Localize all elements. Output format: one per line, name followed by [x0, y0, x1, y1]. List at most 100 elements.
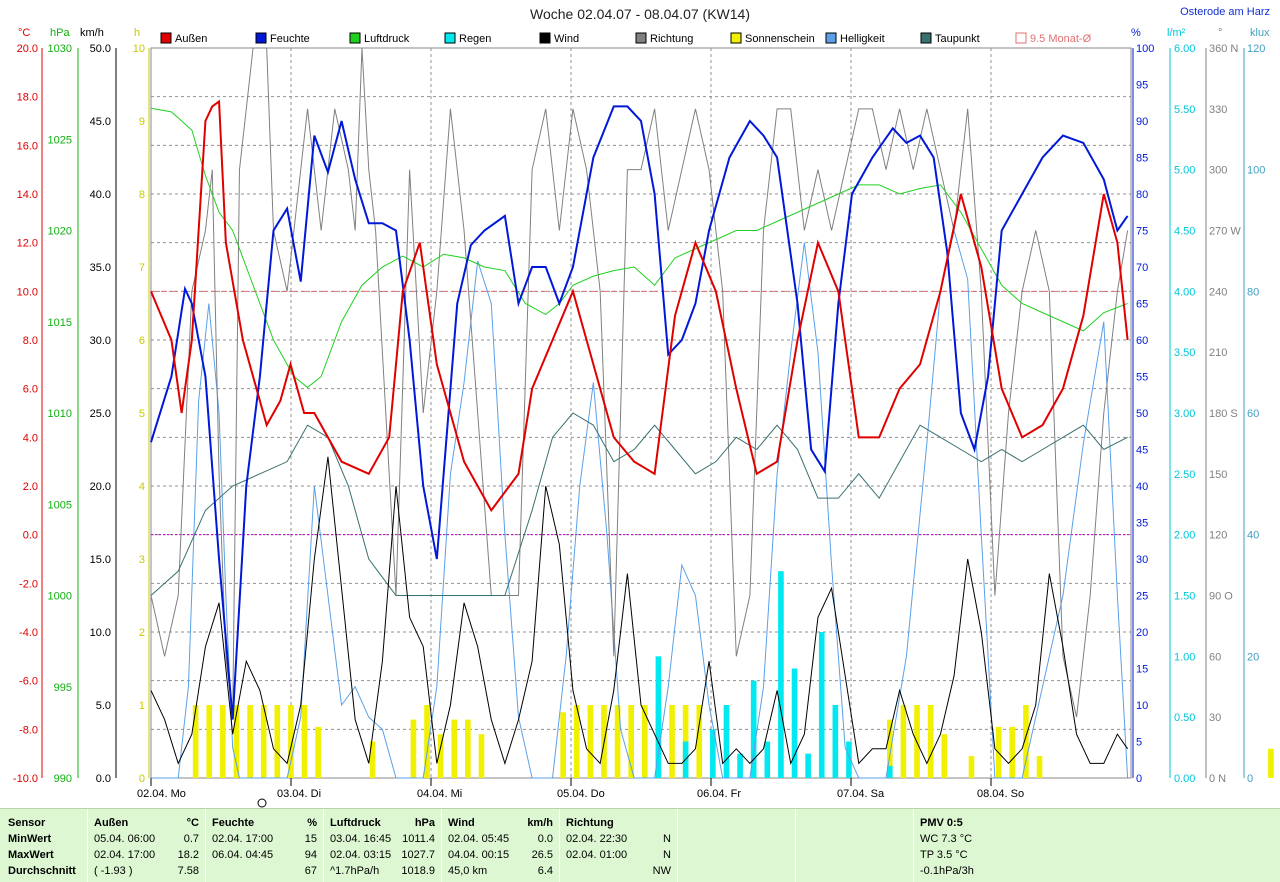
statistics-footer: Sensor MinWert MaxWert Durchschnitt Auße… [0, 808, 1280, 882]
wind-tick-label: 30.0 [90, 335, 111, 347]
sunshine-bar [696, 705, 703, 778]
direction-unit: ° [1218, 27, 1222, 39]
aussen-avg-note: ( -1.93 ) [94, 865, 133, 877]
stats-pmv: PMV 0:5 WC 7.3 °C TP 3.5 °C -0.1hPa/3h [914, 809, 1280, 882]
sun-tick-label: 1 [139, 700, 145, 712]
legend-label: Feuchte [270, 33, 310, 45]
pressure-tick-label: 1010 [48, 408, 72, 420]
sunshine-bar [206, 705, 213, 778]
series-line-taupunkt [150, 412, 1128, 596]
sunshine-bar [451, 719, 458, 778]
wind-max-value: 26.5 [531, 849, 553, 861]
sunshine-bar [315, 726, 321, 778]
rain-tick-label: 5.50 [1174, 104, 1195, 116]
wind-min-time: 02.04. 05:45 [448, 833, 510, 845]
direction-tick-label: 30 [1209, 712, 1221, 724]
sunshine-bar [274, 705, 281, 778]
sun-tick-label: 4 [139, 481, 145, 493]
luftdruck-max-value: 1027.7 [401, 849, 435, 861]
pmv-dewpoint: TP 3.5 °C [920, 849, 968, 861]
legend-label: Sonnenschein [745, 33, 815, 45]
temp-tick-label: 4.0 [23, 432, 38, 444]
pressure-tick-label: 1020 [48, 226, 72, 238]
sunshine-bar [465, 719, 471, 778]
sunshine-bar [260, 705, 267, 778]
feuchte-avg-value: 67 [304, 865, 317, 877]
sunshine-bar [410, 719, 417, 778]
rain-tick-label: 1.50 [1174, 591, 1195, 603]
wind-tick-label: 40.0 [90, 189, 111, 201]
wind-tick-label: 0.0 [96, 773, 111, 785]
series-line-richtung [150, 47, 1129, 718]
legend-swatch [349, 32, 361, 44]
temp-tick-label: 14.0 [17, 189, 38, 201]
aussen-max-time: 02.04. 17:00 [94, 849, 156, 861]
temp-tick-label: -8.0 [19, 724, 38, 736]
wind-unit: km/h [80, 27, 104, 39]
scroll-marker-icon[interactable] [257, 798, 267, 808]
aussen-avg-value: 7.58 [177, 865, 199, 877]
feuchte-unit: % [307, 817, 317, 829]
sunshine-bar [941, 734, 948, 778]
day-label: 08.04. So [977, 788, 1024, 800]
lux-unit: klux [1250, 27, 1270, 39]
legend-label: Außen [175, 33, 207, 45]
humidity-tick-label: 0 [1136, 773, 1142, 785]
humidity-tick-label: 65 [1136, 299, 1148, 311]
sunshine-bar [192, 705, 199, 778]
rain-tick-label: 4.00 [1174, 286, 1195, 298]
sunshine-bar [628, 705, 635, 778]
humidity-tick-label: 70 [1136, 262, 1148, 274]
sensor-header: Sensor [8, 817, 46, 829]
aussen-max-value: 18.2 [177, 849, 199, 861]
lux-tick-label: 60 [1247, 408, 1259, 420]
feuchte-min-time: 02.04. 17:00 [212, 833, 274, 845]
humidity-tick-label: 45 [1136, 445, 1148, 457]
temp-tick-label: 0.0 [23, 530, 38, 542]
stats-luftdruck: Luftdruck hPa 03.04. 16:45 1011.4 02.04. 0… [324, 809, 442, 882]
rain-bar [723, 705, 730, 778]
pressure-tick-label: 1030 [48, 43, 72, 55]
sunshine-bar [642, 705, 648, 778]
lux-tick-label: 100 [1247, 165, 1265, 177]
rain-bar [791, 668, 798, 778]
luftdruck-header: Luftdruck [330, 817, 381, 829]
humidity-tick-label: 30 [1136, 554, 1148, 566]
day-label: 06.04. Fr [697, 788, 741, 800]
sunshine-bar [587, 705, 594, 778]
rain-tick-label: 0.50 [1174, 712, 1195, 724]
stats-empty-2 [796, 809, 914, 882]
humidity-tick-label: 50 [1136, 408, 1148, 420]
legend-label: Taupunkt [935, 33, 980, 45]
wind-tick-label: 35.0 [90, 262, 111, 274]
richtung-avg-value: NW [652, 865, 671, 877]
row-min-label: MinWert [8, 833, 52, 845]
direction-tick-label: 330 [1209, 104, 1227, 116]
series-line-wind [150, 456, 1129, 766]
rain-bar [887, 765, 893, 778]
direction-tick-label: 270 W [1209, 226, 1241, 238]
aussen-min-value: 0.7 [183, 833, 199, 845]
luftdruck-min-time: 03.04. 16:45 [330, 833, 392, 845]
rain-tick-label: 2.50 [1174, 469, 1195, 481]
direction-tick-label: 60 [1209, 651, 1221, 663]
humidity-tick-label: 25 [1136, 591, 1148, 603]
legend-swatch [825, 32, 837, 44]
sunshine-bar [887, 719, 893, 778]
series-line-außen [150, 99, 1129, 513]
direction-tick-label: 180 S [1209, 408, 1238, 420]
humidity-tick-label: 90 [1136, 116, 1148, 128]
direction-tick-label: 90 O [1209, 591, 1233, 603]
sun-tick-label: 5 [139, 408, 145, 420]
legend-label: Regen [459, 33, 491, 45]
legend-swatch [255, 32, 267, 44]
sunshine-bar [437, 734, 444, 778]
sunshine-bar [669, 705, 675, 778]
series-line-helligkeit [151, 230, 1129, 779]
location-label: Osterode am Harz [1180, 6, 1270, 18]
humidity-tick-label: 15 [1136, 664, 1148, 676]
rain-tick-label: 3.50 [1174, 347, 1195, 359]
row-max-label: MaxWert [8, 849, 54, 861]
feuchte-max-value: 94 [304, 849, 317, 861]
richtung-max-time: 02.04. 01:00 [566, 849, 628, 861]
